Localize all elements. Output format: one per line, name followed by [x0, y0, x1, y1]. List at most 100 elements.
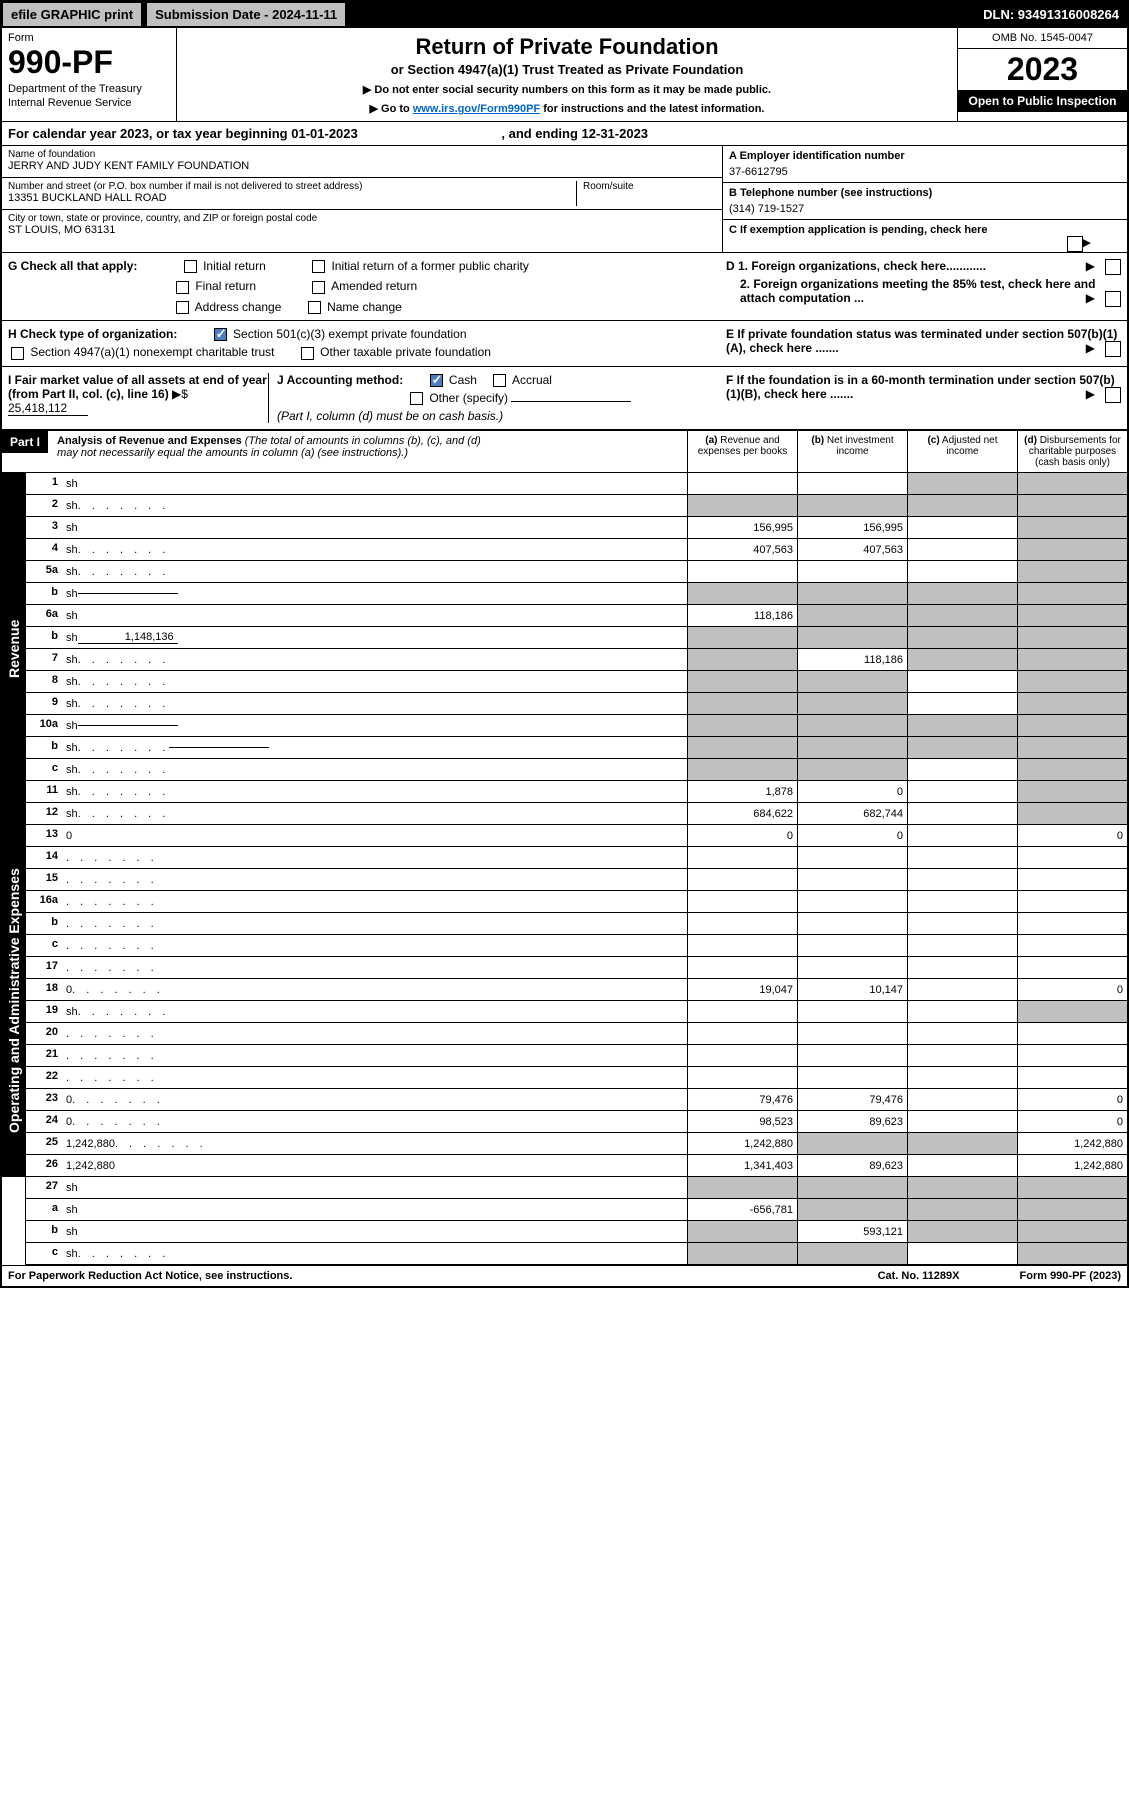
- value-cell-b: [797, 1023, 907, 1044]
- col-d-header: (d) Disbursements for charitable purpose…: [1017, 431, 1127, 472]
- table-row: 15 . . . . . . .: [26, 869, 1127, 891]
- line-number: 2: [26, 495, 62, 516]
- value-cell-b: 407,563: [797, 539, 907, 560]
- g5: Address change: [195, 300, 282, 314]
- open-inspection: Open to Public Inspection: [958, 90, 1127, 112]
- amended-checkbox[interactable]: [312, 281, 325, 294]
- final-return-checkbox[interactable]: [176, 281, 189, 294]
- efile-button[interactable]: efile GRAPHIC print: [2, 2, 142, 27]
- d1-checkbox[interactable]: [1105, 259, 1121, 275]
- f-checkbox[interactable]: [1105, 387, 1121, 403]
- addr-change-checkbox[interactable]: [176, 301, 189, 314]
- expense-rows: 13000014 . . . . . . .15 . . . . . . .16…: [26, 825, 1127, 1177]
- value-cell-c: [907, 781, 1017, 802]
- j2: Accrual: [512, 373, 552, 387]
- calyear-mid: , and ending: [501, 126, 581, 141]
- value-cell-a: 98,523: [687, 1111, 797, 1132]
- value-cell-c: [907, 737, 1017, 758]
- initial-return-checkbox[interactable]: [184, 260, 197, 273]
- value-cell-b: [797, 737, 907, 758]
- value-cell-a: 79,476: [687, 1089, 797, 1110]
- value-cell-a: [687, 715, 797, 736]
- j1: Cash: [449, 373, 477, 387]
- value-cell-d: [1017, 935, 1127, 956]
- value-cell-c: [907, 1111, 1017, 1132]
- value-cell-a: [687, 1177, 797, 1198]
- value-cell-a: 684,622: [687, 803, 797, 824]
- table-row: 22 . . . . . . .: [26, 1067, 1127, 1089]
- value-cell-a: [687, 473, 797, 494]
- value-cell-a: 156,995: [687, 517, 797, 538]
- revenue-rows: 1sh2sh . . . . . . .3sh156,995156,9954sh…: [26, 473, 1127, 825]
- value-cell-a: [687, 891, 797, 912]
- omb-number: OMB No. 1545-0047: [958, 28, 1127, 49]
- value-cell-b: 79,476: [797, 1089, 907, 1110]
- value-cell-a: 407,563: [687, 539, 797, 560]
- line-description: . . . . . . .: [62, 957, 687, 978]
- table-row: 9sh . . . . . . .: [26, 693, 1127, 715]
- value-cell-a: [687, 1221, 797, 1242]
- value-cell-c: [907, 1199, 1017, 1220]
- 4947-checkbox[interactable]: [11, 347, 24, 360]
- value-cell-d: [1017, 561, 1127, 582]
- addr-label: Number and street (or P.O. box number if…: [8, 181, 576, 192]
- line-number: 23: [26, 1089, 62, 1110]
- other-taxable-checkbox[interactable]: [301, 347, 314, 360]
- line-description: sh . . . . . . .: [62, 495, 687, 516]
- table-row: csh . . . . . . .: [26, 759, 1127, 781]
- value-cell-c: [907, 957, 1017, 978]
- top-bar: efile GRAPHIC print Submission Date - 20…: [2, 2, 1127, 28]
- part1-label: Part I: [2, 431, 48, 453]
- name-change-checkbox[interactable]: [308, 301, 321, 314]
- initial-former-checkbox[interactable]: [312, 260, 325, 273]
- value-cell-c: [907, 1001, 1017, 1022]
- value-cell-a: 1,878: [687, 781, 797, 802]
- 501c3-checkbox[interactable]: [214, 328, 227, 341]
- line-description: sh . . . . . . .: [62, 693, 687, 714]
- d1-label: D 1. Foreign organizations, check here..…: [726, 259, 986, 273]
- line-number: 4: [26, 539, 62, 560]
- d2-checkbox[interactable]: [1105, 291, 1121, 307]
- form-link[interactable]: www.irs.gov/Form990PF: [413, 103, 540, 115]
- value-cell-c: [907, 627, 1017, 648]
- e-label: E If private foundation status was termi…: [726, 327, 1117, 355]
- value-cell-c: [907, 583, 1017, 604]
- value-cell-b: [797, 1199, 907, 1220]
- exemption-label: C If exemption application is pending, c…: [729, 224, 988, 236]
- other-specify-input[interactable]: [511, 401, 631, 402]
- table-row: c . . . . . . .: [26, 935, 1127, 957]
- value-cell-c: [907, 1155, 1017, 1176]
- j-note: (Part I, column (d) must be on cash basi…: [277, 409, 503, 423]
- other-method-checkbox[interactable]: [410, 392, 423, 405]
- value-cell-c: [907, 495, 1017, 516]
- line-number: 19: [26, 1001, 62, 1022]
- line-description: sh . . . . . . .: [62, 649, 687, 670]
- value-cell-c: [907, 979, 1017, 1000]
- exemption-checkbox[interactable]: [1067, 236, 1083, 252]
- accrual-checkbox[interactable]: [493, 374, 506, 387]
- line-number: c: [26, 1243, 62, 1264]
- line-description: 1,242,880 . . . . . . .: [62, 1133, 687, 1154]
- e-checkbox[interactable]: [1105, 341, 1121, 357]
- value-cell-c: [907, 803, 1017, 824]
- ein-cell: A Employer identification number 37-6612…: [723, 146, 1127, 183]
- i-label: I Fair market value of all assets at end…: [8, 373, 267, 401]
- table-row: bsh593,121: [26, 1221, 1127, 1243]
- line-description: . . . . . . .: [62, 869, 687, 890]
- line-number: 18: [26, 979, 62, 1000]
- foundation-name-cell: Name of foundation JERRY AND JUDY KENT F…: [2, 146, 722, 178]
- table-row: 21 . . . . . . .: [26, 1045, 1127, 1067]
- value-cell-b: [797, 495, 907, 516]
- revenue-section: Revenue 1sh2sh . . . . . . .3sh156,99515…: [2, 473, 1127, 825]
- value-cell-d: [1017, 715, 1127, 736]
- value-cell-c: [907, 869, 1017, 890]
- checks-g-row: G Check all that apply: Initial return I…: [2, 253, 1127, 321]
- line-description: sh: [62, 517, 687, 538]
- value-cell-a: [687, 847, 797, 868]
- table-row: 20 . . . . . . .: [26, 1023, 1127, 1045]
- value-cell-b: 682,744: [797, 803, 907, 824]
- instruction-1: ▶ Do not enter social security numbers o…: [183, 83, 951, 96]
- foundation-name: JERRY AND JUDY KENT FAMILY FOUNDATION: [8, 160, 716, 172]
- cash-checkbox[interactable]: [430, 374, 443, 387]
- g-label: G Check all that apply:: [8, 259, 137, 273]
